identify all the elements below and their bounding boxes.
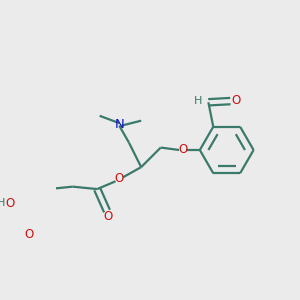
Text: O: O bbox=[24, 227, 33, 241]
Text: O: O bbox=[6, 196, 15, 209]
Text: H: H bbox=[0, 198, 5, 208]
Text: O: O bbox=[232, 94, 241, 107]
Text: O: O bbox=[115, 172, 124, 185]
Text: O: O bbox=[103, 210, 113, 224]
Text: O: O bbox=[178, 143, 187, 156]
Text: H: H bbox=[194, 96, 202, 106]
Text: N: N bbox=[114, 118, 124, 130]
